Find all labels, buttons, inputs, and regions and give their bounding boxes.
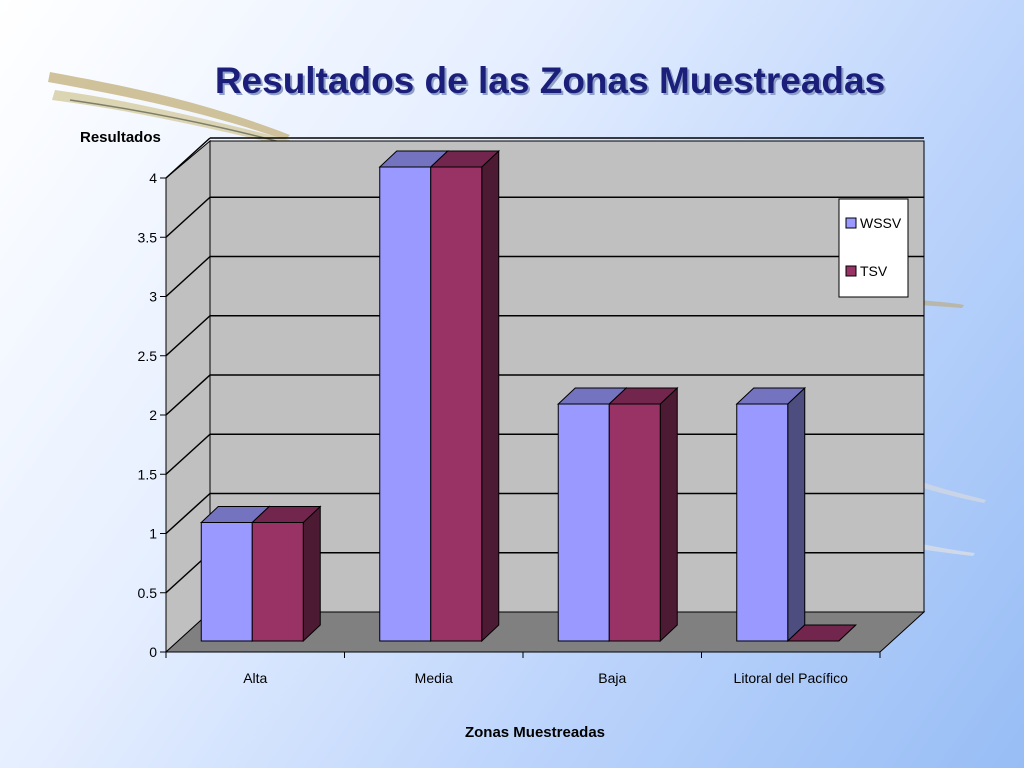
gridline	[165, 137, 211, 179]
legend-swatch-wssv	[845, 217, 857, 229]
x-tick-label: Alta	[243, 670, 267, 686]
x-tick-label: Litoral del Pacífico	[734, 670, 849, 686]
gridline	[165, 315, 211, 357]
y-axis-title: Resultados	[80, 129, 161, 146]
gridline	[165, 433, 211, 475]
legend: WSSV TSV	[838, 198, 909, 298]
x-tick-label: Media	[415, 670, 453, 686]
legend-label-tsv: TSV	[860, 263, 888, 279]
y-tick-label: 2	[149, 407, 157, 423]
bar-tsv-1	[429, 149, 501, 643]
bar-tsv-0	[250, 505, 322, 643]
y-axis: 0 0.5 1 1.5 2 2.5 3 3.5 4	[138, 170, 167, 660]
slide-title: Resultados de las Zonas Muestreadas	[214, 60, 886, 101]
gridline	[165, 255, 211, 298]
bars	[199, 149, 858, 643]
gridline	[165, 196, 211, 238]
gridline	[165, 492, 211, 535]
y-tick-label: 1	[149, 526, 157, 542]
y-tick-label: 4	[149, 170, 157, 186]
x-tick-label: Baja	[598, 670, 626, 686]
x-axis: Alta Media Baja Litoral del Pacífico	[165, 651, 881, 686]
gridline	[165, 374, 211, 416]
y-tick-label: 3	[149, 289, 157, 305]
bar-wssv-3	[735, 386, 807, 643]
y-tick-label: 0.5	[138, 585, 158, 601]
decorative-swoosh-graphic	[48, 72, 986, 556]
y-tick-label: 2.5	[138, 348, 158, 364]
y-tick-label: 0	[149, 644, 157, 660]
x-axis-title: Zonas Muestreadas	[465, 724, 605, 741]
bar-tsv-2	[607, 386, 679, 643]
legend-swatch-tsv	[845, 265, 857, 277]
bar-tsv-3	[786, 624, 858, 642]
y-tick-label: 1.5	[138, 466, 158, 482]
legend-label-wssv: WSSV	[860, 215, 902, 231]
y-tick-label: 3.5	[138, 229, 158, 245]
